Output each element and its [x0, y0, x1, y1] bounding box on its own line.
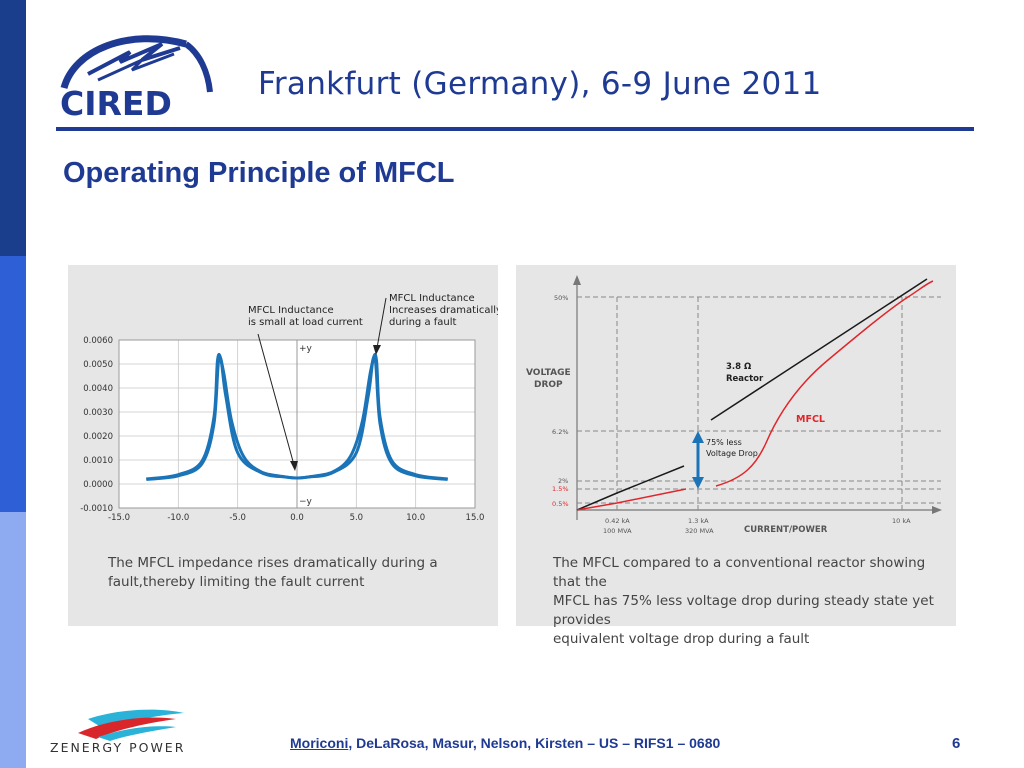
x-level-label-0-42ka: 0.42 kA 100 MVA — [603, 517, 632, 535]
y-axis-arrow — [573, 275, 581, 285]
footer-authors: Moriconi, DeLaRosa, Masur, Nelson, Kirst… — [290, 735, 720, 751]
y-level-6-2: 6.2% — [552, 428, 941, 436]
y-level-label: 50% — [554, 294, 568, 302]
voltage-drop-chart-caption: The MFCL compared to a conventional reac… — [553, 554, 956, 649]
y-level-label: 1.5% — [552, 485, 569, 493]
conference-title: Frankfurt (Germany), 6-9 June 2011 — [258, 66, 822, 102]
y-level-50: 50% — [554, 294, 941, 302]
zenergy-wordmark: ZENERGY POWER — [50, 740, 185, 755]
voltage-drop-arrow-down-head — [692, 477, 704, 489]
annotation-load-current: MFCL Inductance is small at load current — [248, 305, 363, 328]
slide-title: Operating Principle of MFCL — [63, 157, 455, 189]
x-level-label-line-1: 1.3 kA — [688, 517, 709, 525]
annotation-fault-line-2: Increases dramatically — [389, 305, 498, 316]
cired-logo: CIRED — [60, 35, 213, 122]
reactor-label: 3.8 Ω Reactor — [726, 362, 764, 384]
x-tick-label: 5.0 — [350, 513, 364, 523]
annotation-load-line-2: is small at load current — [248, 317, 363, 328]
y-axis-title-line-2: DROP — [534, 380, 563, 390]
mfcl-curve-upper — [715, 280, 934, 487]
y-level-1-5: 1.5% — [552, 485, 941, 493]
annotation-fault-line-1: MFCL Inductance — [389, 293, 475, 304]
y-tick-label: 0.0060 — [83, 336, 113, 346]
y-tick-label: 0.0030 — [83, 408, 113, 418]
voltage-drop-chart: 50% 6.2% 2% 1.5% 0.5% 0.42 kA 100 MVA 1.… — [526, 275, 942, 535]
other-authors: , DeLaRosa, Masur, Nelson, Kirsten – US … — [348, 735, 721, 751]
annotation-pointer-fault — [376, 297, 387, 349]
y-tick-label: 0.0020 — [83, 432, 113, 442]
mfcl-curve-lower — [576, 488, 687, 511]
impedance-chart: -15.0 -10.0 -5.0 0.0 5.0 10.0 15.0 -0.0010 0.000… — [80, 293, 502, 523]
caption-line-3: equivalent voltage drop during a fault — [553, 631, 810, 647]
reactor-label-line-1: 3.8 Ω — [726, 362, 751, 372]
impedance-series-2 — [146, 355, 448, 481]
x-tick-label: -15.0 — [108, 513, 130, 523]
reactor-label-line-2: Reactor — [726, 374, 764, 384]
x-level-label-line-2: 320 MVA — [685, 527, 714, 535]
chart-gridlines — [118, 339, 476, 509]
annotation-fault-line-3: during a fault — [389, 317, 457, 328]
arrow-label-line-2: Voltage Drop — [706, 449, 758, 458]
x-level-label-line-1: 0.42 kA — [605, 517, 630, 525]
y-tick-label: 0.0050 — [83, 360, 113, 370]
chart-series — [146, 352, 448, 481]
color-bar-mid-segment — [0, 256, 26, 512]
voltage-drop-arrow-up-head — [692, 431, 704, 443]
y-level-0-5: 0.5% — [552, 500, 941, 508]
y-tick-label: 0.0000 — [83, 480, 113, 490]
y-axis-title-line-1: VOLTAGE — [526, 368, 571, 378]
left-color-bar — [0, 0, 26, 768]
impedance-chart-caption: The MFCL impedance rises dramatically du… — [108, 554, 438, 592]
annotation-fault: MFCL Inductance Increases dramatically d… — [389, 293, 498, 328]
arrow-label-line-1: 75% less — [706, 438, 742, 447]
voltage-drop-chart-panel: 50% 6.2% 2% 1.5% 0.5% 0.42 kA 100 MVA 1.… — [516, 265, 956, 647]
plot-border — [118, 339, 476, 509]
annotation-arrowhead-load — [290, 461, 298, 471]
x-tick-label: 0.0 — [290, 513, 304, 523]
y-tick-label: 0.0040 — [83, 384, 113, 394]
x-tick-label: 10.0 — [406, 513, 425, 523]
x-tick-label: 15.0 — [466, 513, 485, 523]
x-tick-label: -10.0 — [167, 513, 189, 523]
impedance-chart-panel: -15.0 -10.0 -5.0 0.0 5.0 10.0 15.0 -0.0010 0.000… — [68, 265, 502, 626]
x-level-label-10ka: 10 kA — [892, 517, 911, 525]
chart-tick-labels: -15.0 -10.0 -5.0 0.0 5.0 10.0 15.0 -0.0010 0.000… — [80, 336, 484, 523]
annotation-pointer-load — [257, 333, 295, 466]
y-level-label: 0.5% — [552, 500, 569, 508]
y-tick-label: -0.0010 — [80, 504, 113, 514]
logo-wordmark: CIRED — [60, 84, 172, 122]
caption-line-1: The MFCL compared to a conventional reac… — [553, 555, 926, 590]
caption-line-2: MFCL has 75% less voltage drop during st… — [553, 593, 934, 628]
reactor-line-upper — [710, 278, 928, 421]
lead-author: Moriconi — [290, 735, 349, 751]
annotation-arrowhead-fault — [373, 345, 381, 355]
axis-label-plus-y: +y — [299, 344, 313, 354]
x-axis-arrow — [932, 506, 942, 514]
x-tick-label: -5.0 — [229, 513, 246, 523]
axis-label-minus-y: −y — [299, 497, 313, 507]
caption-line-2: fault,thereby limiting the fault current — [108, 574, 365, 590]
y-level-2: 2% — [558, 477, 941, 485]
annotation-load-line-1: MFCL Inductance — [248, 305, 334, 316]
mfcl-label: MFCL — [796, 414, 825, 425]
y-level-label: 6.2% — [552, 428, 569, 436]
page-number: 6 — [952, 735, 961, 752]
x-axis-title: CURRENT/POWER — [744, 525, 828, 535]
y-tick-label: 0.0010 — [83, 456, 113, 466]
reactor-line-lower — [576, 465, 685, 511]
color-bar-dark-segment — [0, 0, 26, 256]
y-axis-title: VOLTAGE DROP — [526, 368, 574, 390]
y-level-label: 2% — [558, 477, 568, 485]
zenergy-power-logo: ZENERGY POWER — [50, 709, 185, 755]
voltage-drop-arrow-label: 75% less Voltage Drop — [706, 438, 758, 458]
x-level-label-1-3ka: 1.3 kA 320 MVA — [685, 517, 714, 535]
caption-line-1: The MFCL impedance rises dramatically du… — [108, 555, 438, 571]
x-level-label-line-2: 100 MVA — [603, 527, 632, 535]
header-divider — [56, 127, 974, 131]
color-bar-light-segment — [0, 512, 26, 768]
